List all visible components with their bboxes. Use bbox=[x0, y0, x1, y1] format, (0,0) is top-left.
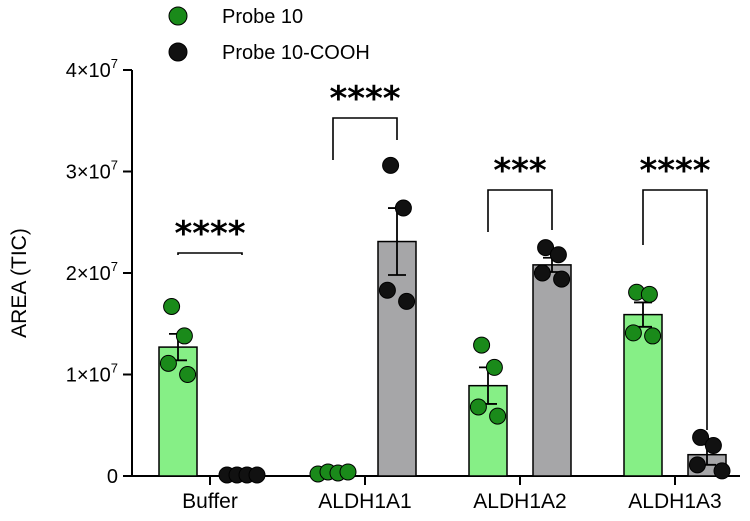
significance-label: *** bbox=[493, 151, 547, 191]
significance-label: **** bbox=[174, 214, 245, 254]
significance-bracket bbox=[177, 252, 243, 255]
y-tick-label-base: 1×10 bbox=[66, 365, 111, 387]
data-point bbox=[713, 462, 731, 480]
data-point bbox=[640, 285, 658, 303]
y-tick-label-exponent: 7 bbox=[111, 361, 118, 376]
y-tick-label-exponent: 7 bbox=[111, 259, 118, 274]
significance-label: **** bbox=[329, 79, 400, 119]
y-axis-label: AREA (TIC) bbox=[8, 228, 31, 338]
x-tick-label: ALDH1A1 bbox=[318, 490, 411, 513]
data-point bbox=[704, 437, 722, 455]
data-point bbox=[163, 297, 181, 315]
significance-bracket bbox=[642, 189, 708, 430]
y-tick-label-base: 2×10 bbox=[66, 263, 111, 285]
y-tick-label-base: 4×10 bbox=[66, 60, 111, 82]
data-point bbox=[175, 327, 193, 345]
data-point bbox=[394, 199, 412, 217]
data-point bbox=[489, 407, 507, 425]
bar-probe-10-cooh bbox=[377, 240, 417, 477]
data-point bbox=[382, 156, 400, 174]
legend-marker bbox=[168, 6, 188, 26]
bar-probe-10-cooh bbox=[532, 264, 572, 477]
data-point bbox=[179, 366, 197, 383]
x-tick-label: ALDH1A3 bbox=[628, 490, 721, 513]
legend-label: Probe 10 bbox=[222, 6, 303, 28]
data-point bbox=[398, 292, 416, 310]
y-tick-label: 0 bbox=[107, 466, 118, 488]
y-tick-label: 1×107 bbox=[66, 361, 118, 387]
data-point bbox=[485, 358, 503, 376]
y-tick-label-base: 3×10 bbox=[66, 162, 111, 184]
y-tick-label: 3×107 bbox=[66, 158, 118, 184]
significance-bracket bbox=[487, 189, 553, 232]
data-point bbox=[248, 466, 266, 484]
significance-bracket bbox=[332, 117, 398, 160]
data-point bbox=[692, 428, 710, 446]
y-tick-label: 4×107 bbox=[66, 56, 118, 82]
data-point bbox=[549, 246, 567, 264]
data-point bbox=[644, 327, 662, 345]
data-point bbox=[553, 270, 571, 288]
data-point bbox=[469, 398, 487, 416]
data-point bbox=[537, 239, 555, 257]
x-tick-label: ALDH1A2 bbox=[473, 490, 566, 513]
data-point bbox=[624, 324, 642, 342]
data-point bbox=[533, 264, 551, 282]
x-tick-label: Buffer bbox=[182, 490, 238, 513]
data-point bbox=[688, 456, 706, 474]
data-point bbox=[473, 336, 491, 354]
data-point bbox=[339, 463, 357, 481]
y-tick-label-exponent: 7 bbox=[111, 158, 118, 173]
y-tick-label: 2×107 bbox=[66, 259, 118, 285]
significance-label: **** bbox=[639, 151, 710, 191]
data-point bbox=[378, 281, 396, 299]
legend-label: Probe 10-COOH bbox=[222, 42, 370, 64]
y-tick-label-exponent: 7 bbox=[111, 56, 118, 71]
legend-marker bbox=[168, 42, 188, 62]
data-point bbox=[159, 354, 177, 372]
